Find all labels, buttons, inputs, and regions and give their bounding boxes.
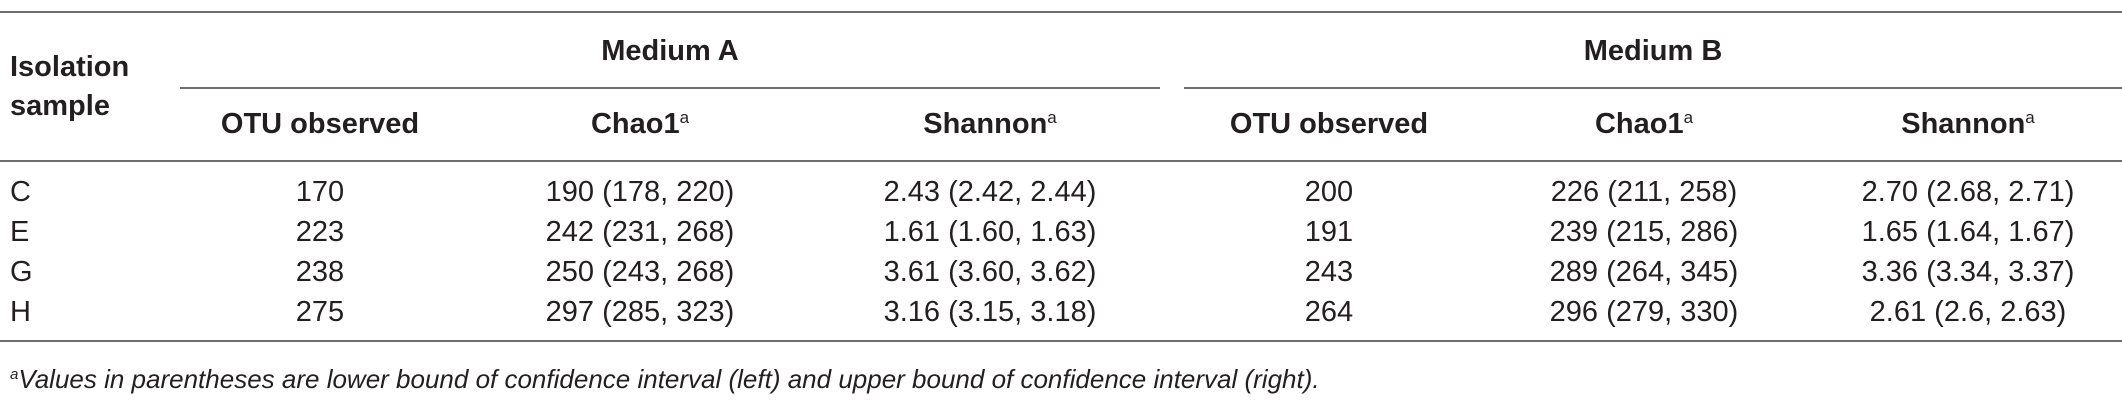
table-cell: 3.16 (3.15, 3.18) [820,292,1160,342]
table-cell: 226 (211, 258) [1550,175,1738,208]
col-header-chao1-b: Chao1a [1474,89,1814,162]
table-cell: 1.61 (1.60, 1.63) [883,215,1097,248]
table-cell: 2.43 (2.42, 2.44) [883,175,1097,208]
table-cell: 242 (231, 268) [545,215,735,248]
sample-cell: H [0,292,180,342]
table-cell: 200 [1304,175,1354,208]
table-cell: 223 [295,215,345,248]
table-cell: 191 [1304,215,1354,248]
col-header-shannon-a: Shannona [820,89,1160,162]
table-row: H 275 297 (285, 323) 3.16 (3.15, 3.18) 2… [0,292,2122,342]
table-cell: 297 (285, 323) [460,292,820,342]
table-cell: 238 [295,255,345,288]
table-cell: 2.61 (2.6, 2.63) [1814,292,2122,342]
table-cell: 170 [295,175,345,208]
row-header: Isolation sample [0,12,180,162]
table-cell: 289 (264, 345) [1549,255,1739,288]
footnote-text: Values in parentheses are lower bound of… [18,364,1320,394]
table-cell: 243 [1304,255,1354,288]
table-cell: 275 [180,292,460,342]
table-cell: 264 [1184,292,1474,342]
diversity-table: Isolation sample Medium A Medium B OTU o… [0,11,2122,342]
sample-cell: C [10,175,31,208]
sample-cell: G [10,255,33,288]
sample-cell: E [10,215,30,248]
row-header-line2: sample [10,89,110,122]
row-header-line1: Isolation [10,50,130,83]
footnote-marker: a [10,366,19,383]
col-header-chao1-a: Chao1a [460,89,820,162]
table-cell: 250 (243, 268) [545,255,735,288]
table-row: E 223 242 (231, 268) 1.61 (1.60, 1.63) 1… [0,212,2122,252]
table-cell: 1.65 (1.64, 1.67) [1861,215,2075,248]
table-cell: 2.70 (2.68, 2.71) [1861,175,2075,208]
table-cell: 3.61 (3.60, 3.62) [883,255,1097,288]
col-header-shannon-b: Shannona [1814,89,2122,162]
table-cell: 190 (178, 220) [545,175,735,208]
table-cell: 296 (279, 330) [1474,292,1814,342]
table-row: C 170 190 (178, 220) 2.43 (2.42, 2.44) 2… [0,161,2122,212]
table-cell: 3.36 (3.34, 3.37) [1861,255,2075,288]
group-header-medium-b: Medium B [1184,12,2122,89]
table-footnote: aValues in parentheses are lower bound o… [10,364,1320,395]
col-header-otu-a: OTU observed [180,89,460,162]
table-cell: 239 (215, 286) [1549,215,1739,248]
col-header-otu-b: OTU observed [1184,89,1474,162]
group-header-medium-a: Medium A [180,12,1160,89]
table-row: G 238 250 (243, 268) 3.61 (3.60, 3.62) 2… [0,252,2122,292]
